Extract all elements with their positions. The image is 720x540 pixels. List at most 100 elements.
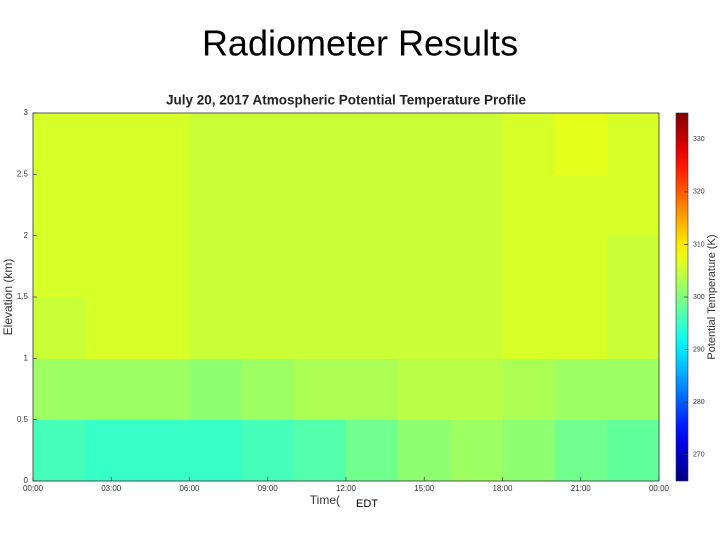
heatmap-cell <box>502 235 556 298</box>
heatmap-cell <box>85 235 138 298</box>
heatmap-cell <box>606 358 660 421</box>
heatmap-cell <box>241 358 295 421</box>
y-tick-label: 1.5 <box>17 292 29 301</box>
slide-title: Radiometer Results <box>202 23 518 64</box>
heatmap-cell <box>606 235 660 298</box>
x-tick-label: 18:00 <box>492 484 513 493</box>
heatmap-cell <box>346 174 399 237</box>
heatmap-cell <box>450 113 503 175</box>
heatmap-cell <box>450 419 503 482</box>
heatmap-cell <box>450 174 503 237</box>
colorbar-tick-label: 270 <box>693 452 705 459</box>
y-tick-label: 2 <box>24 231 29 240</box>
colorbar-tick-label: 290 <box>693 346 705 353</box>
heatmap-cell <box>137 235 190 298</box>
heatmap-cell <box>502 419 556 482</box>
heatmap-cell <box>189 235 243 298</box>
heatmap-cell <box>293 235 347 298</box>
colorbar-tick-label: 300 <box>693 294 705 301</box>
heatmap-cell <box>398 113 451 175</box>
colorbar-tick-label: 330 <box>693 136 705 143</box>
x-tick-label: 12:00 <box>336 484 357 493</box>
heatmap-cell <box>293 419 347 482</box>
heatmap-cell <box>606 297 660 359</box>
heatmap-cell <box>398 174 451 237</box>
heatmap-cell <box>398 358 451 421</box>
heatmap-cell <box>137 113 190 175</box>
heatmap-cell <box>293 297 347 359</box>
heatmap-cell <box>33 113 86 175</box>
heatmap-cell <box>554 419 608 482</box>
x-tick-label: 00:00 <box>23 484 44 493</box>
heatmap-cell <box>33 174 86 237</box>
heatmap-cell <box>241 235 295 298</box>
annotation-box <box>352 495 382 513</box>
heatmap-cell <box>346 297 399 359</box>
x-tick-label: 09:00 <box>258 484 279 493</box>
chart-title: July 20, 2017 Atmospheric Potential Temp… <box>166 93 527 108</box>
y-tick-label: 2.5 <box>17 169 29 178</box>
y-tick-label: 3 <box>24 108 29 117</box>
heatmap-cell <box>293 174 347 237</box>
colorbar-label: Potential Temperature (K) <box>706 234 718 359</box>
heatmap-cell <box>398 297 451 359</box>
heatmap-cell <box>189 113 243 175</box>
colorbar-tick-label: 280 <box>693 399 705 406</box>
heatmap-cell <box>33 419 86 482</box>
colorbar-tick-label: 320 <box>693 189 705 196</box>
heatmap-cell <box>554 297 608 359</box>
heatmap-cell <box>85 113 138 175</box>
heatmap-cell <box>189 419 243 482</box>
heatmap-cell <box>554 235 608 298</box>
heatmap-cell <box>85 358 138 421</box>
y-tick-label: 0 <box>24 476 29 485</box>
heatmap-cell <box>85 297 138 359</box>
heatmap-cell <box>241 419 295 482</box>
heatmap-cell <box>293 358 347 421</box>
heatmap-cell <box>293 113 347 175</box>
heatmap-cell <box>606 419 660 482</box>
heatmap-cell <box>241 113 295 175</box>
heatmap-cell <box>346 358 399 421</box>
heatmap-cell <box>554 358 608 421</box>
heatmap-cell <box>137 358 190 421</box>
annotation: EDT <box>356 498 378 510</box>
heatmap-cell <box>85 419 138 482</box>
heatmap-cell <box>189 297 243 359</box>
x-tick-label: 15:00 <box>414 484 435 493</box>
heatmap-cell <box>346 235 399 298</box>
heatmap-cell <box>450 297 503 359</box>
heatmap-cell <box>33 358 86 421</box>
heatmap-cell <box>398 235 451 298</box>
heatmap-cell <box>502 113 556 175</box>
heatmap-cell <box>606 113 660 175</box>
x-tick-label: 00:00 <box>649 484 670 493</box>
heatmap-cell <box>189 358 243 421</box>
x-tick-label: 21:00 <box>571 484 592 493</box>
y-tick-label: 0.5 <box>17 415 29 424</box>
heatmap-cell <box>241 174 295 237</box>
heatmap-cell <box>33 297 86 359</box>
heatmap-cell <box>502 174 556 237</box>
x-tick-label: 03:00 <box>101 484 122 493</box>
heatmap-cell <box>502 297 556 359</box>
heatmap-cell <box>346 419 399 482</box>
x-axis-label: Time( <box>310 493 340 507</box>
heatmap-cell <box>85 174 138 237</box>
heatmap-cell <box>346 113 399 175</box>
heatmap-cell <box>606 174 660 237</box>
x-tick-label: 06:00 <box>179 484 200 493</box>
y-axis-label: Elevation (km) <box>1 259 15 336</box>
heatmap-cell <box>137 174 190 237</box>
heatmap-cell <box>137 297 190 359</box>
heatmap-cell <box>398 419 451 482</box>
heatmap-cell <box>33 235 86 298</box>
heatmap-cell <box>241 297 295 359</box>
heatmap-cell <box>450 358 503 421</box>
heatmap-cell <box>137 419 190 482</box>
heatmap-cell <box>554 174 608 237</box>
heatmap-cell <box>502 358 556 421</box>
colorbar-tick-label: 310 <box>693 241 705 248</box>
